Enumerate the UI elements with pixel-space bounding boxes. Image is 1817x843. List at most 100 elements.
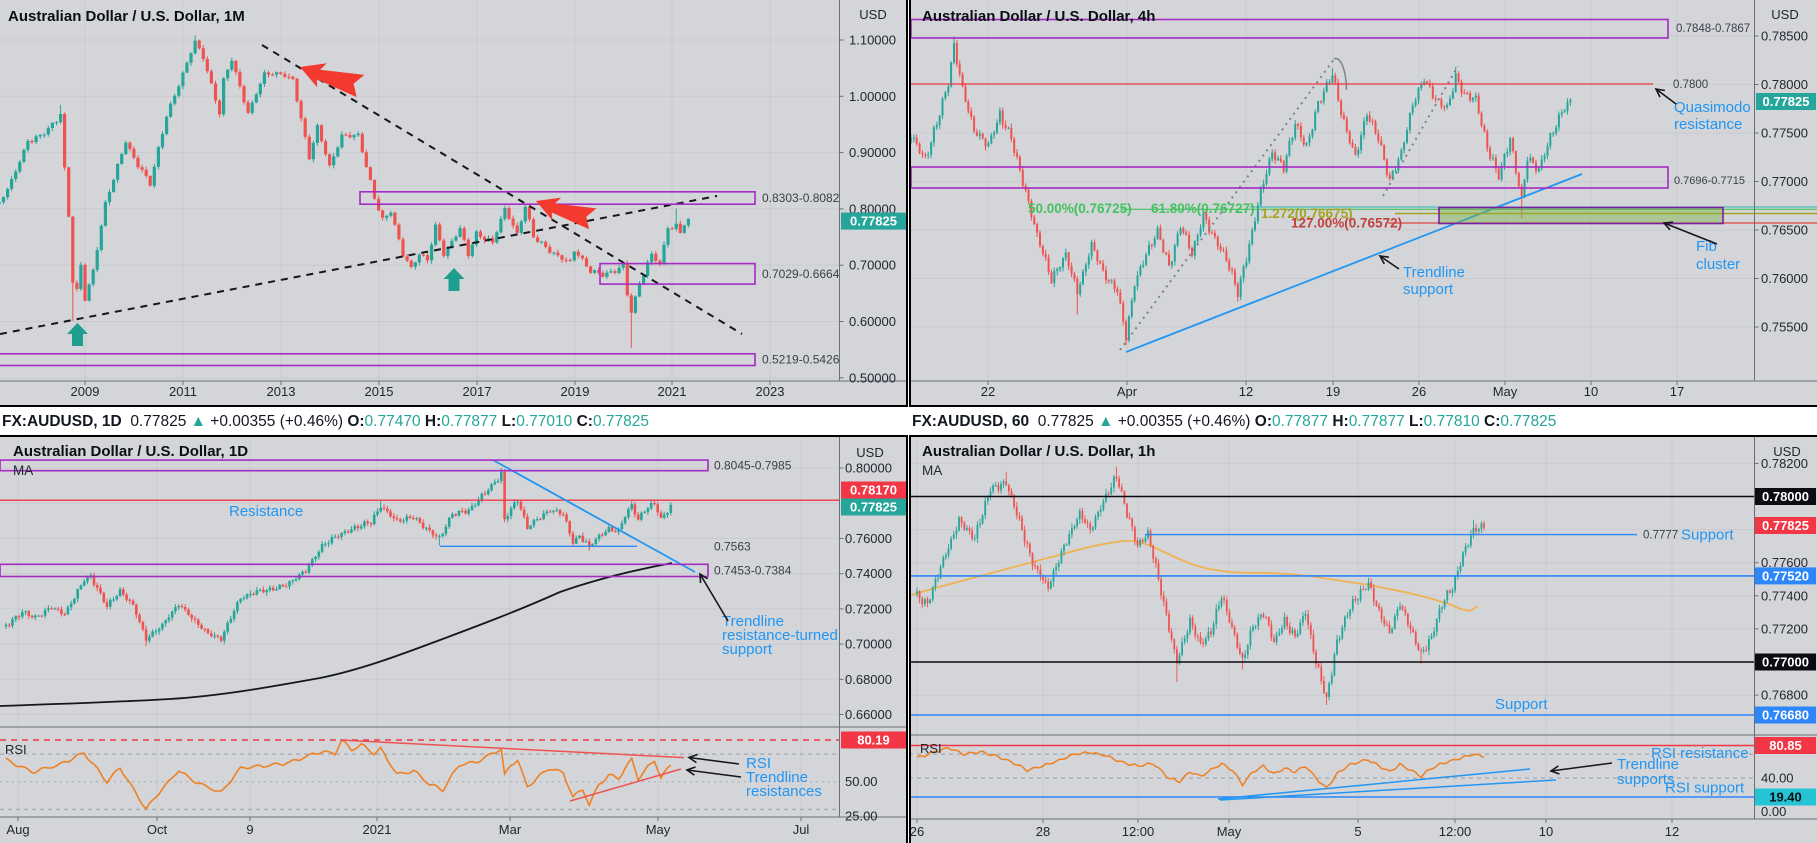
svg-text:26: 26 <box>1412 384 1426 399</box>
svg-text:0.76680: 0.76680 <box>1762 708 1809 723</box>
svg-text:cluster: cluster <box>1696 256 1740 273</box>
svg-text:0.76000: 0.76000 <box>845 531 892 546</box>
svg-text:0.5219-0.5426: 0.5219-0.5426 <box>762 353 840 367</box>
svg-text:0.77500: 0.77500 <box>1761 126 1808 141</box>
svg-text:80.85: 80.85 <box>1769 738 1802 753</box>
svg-text:Mar: Mar <box>499 822 522 837</box>
svg-text:2021: 2021 <box>658 384 687 399</box>
svg-text:resistance: resistance <box>1674 116 1742 133</box>
svg-text:Australian Dollar / U.S. Dolla: Australian Dollar / U.S. Dollar, 4h <box>922 8 1155 25</box>
svg-text:0.00: 0.00 <box>1761 804 1786 819</box>
svg-text:1.272(0.76675): 1.272(0.76675) <box>1261 206 1353 221</box>
svg-text:0.78500: 0.78500 <box>1761 29 1808 44</box>
svg-text:50.00%(0.76725): 50.00%(0.76725) <box>1028 201 1132 216</box>
svg-text:0.78000: 0.78000 <box>1762 489 1809 504</box>
svg-text:0.66000: 0.66000 <box>845 707 892 722</box>
svg-text:0.77825: 0.77825 <box>1763 94 1810 109</box>
svg-text:25.00: 25.00 <box>845 809 878 824</box>
svg-text:0.77400: 0.77400 <box>1761 588 1808 603</box>
svg-text:0.77000: 0.77000 <box>1761 174 1808 189</box>
svg-text:10: 10 <box>1584 384 1598 399</box>
svg-text:0.68000: 0.68000 <box>845 672 892 687</box>
svg-text:Support: Support <box>1681 527 1734 544</box>
svg-text:resistance-turned: resistance-turned <box>722 627 838 644</box>
svg-text:Australian Dollar / U.S. Dolla: Australian Dollar / U.S. Dollar, 1M <box>8 8 245 25</box>
svg-text:0.76500: 0.76500 <box>1761 223 1808 238</box>
svg-text:0.8303-0.8082: 0.8303-0.8082 <box>762 191 840 205</box>
svg-text:0.76800: 0.76800 <box>1761 688 1808 703</box>
svg-text:1.10000: 1.10000 <box>849 33 896 48</box>
svg-text:0.76000: 0.76000 <box>1761 271 1808 286</box>
svg-text:0.50000: 0.50000 <box>849 370 896 385</box>
svg-text:0.7848-0.7867: 0.7848-0.7867 <box>1676 23 1750 35</box>
svg-text:0.80000: 0.80000 <box>845 461 892 476</box>
svg-text:0.7563: 0.7563 <box>714 540 751 554</box>
svg-text:USD: USD <box>856 445 883 460</box>
svg-text:19.40: 19.40 <box>1769 790 1802 805</box>
svg-text:0.78170: 0.78170 <box>850 483 897 498</box>
svg-text:0.77520: 0.77520 <box>1762 568 1809 583</box>
svg-text:supports: supports <box>1617 771 1675 788</box>
svg-text:0.77600: 0.77600 <box>1761 555 1808 570</box>
svg-text:0.72000: 0.72000 <box>845 601 892 616</box>
svg-text:0.70000: 0.70000 <box>849 258 896 273</box>
svg-text:0.77200: 0.77200 <box>1761 621 1808 636</box>
svg-text:Apr: Apr <box>1117 384 1138 399</box>
svg-text:Jul: Jul <box>793 822 810 837</box>
svg-text:May: May <box>1217 824 1242 839</box>
svg-text:0.78200: 0.78200 <box>1761 456 1808 471</box>
svg-text:17: 17 <box>1670 384 1684 399</box>
svg-text:RSI resistance: RSI resistance <box>1651 745 1749 762</box>
svg-text:USD: USD <box>1771 7 1798 22</box>
svg-text:12:00: 12:00 <box>1439 824 1472 839</box>
svg-text:10: 10 <box>1539 824 1553 839</box>
svg-text:26: 26 <box>910 824 924 839</box>
svg-text:40.00: 40.00 <box>1761 771 1794 786</box>
svg-text:RSI: RSI <box>920 741 942 756</box>
svg-text:28: 28 <box>1036 824 1050 839</box>
svg-text:Support: Support <box>1495 696 1548 713</box>
svg-text:Quasimodo: Quasimodo <box>1674 99 1751 116</box>
svg-text:MA: MA <box>922 463 942 478</box>
svg-text:0.8045-0.7985: 0.8045-0.7985 <box>714 458 792 472</box>
svg-text:2009: 2009 <box>71 384 100 399</box>
svg-text:12: 12 <box>1239 384 1253 399</box>
svg-text:Trendline: Trendline <box>746 769 808 786</box>
svg-text:2011: 2011 <box>169 384 197 399</box>
svg-text:USD: USD <box>1773 444 1800 459</box>
svg-text:0.7696-0.7715: 0.7696-0.7715 <box>1674 175 1745 187</box>
svg-text:2013: 2013 <box>267 384 296 399</box>
svg-text:0.77000: 0.77000 <box>1762 655 1809 670</box>
svg-text:MA: MA <box>13 463 33 478</box>
svg-text:0.7777: 0.7777 <box>1643 530 1678 542</box>
svg-text:0.60000: 0.60000 <box>849 314 896 329</box>
svg-text:Trendline: Trendline <box>1617 756 1679 773</box>
svg-text:127.00%(0.76572): 127.00%(0.76572) <box>1291 216 1402 231</box>
svg-text:0.74000: 0.74000 <box>845 566 892 581</box>
svg-text:61.80%(0.76727): 61.80%(0.76727) <box>1151 201 1255 216</box>
svg-text:2015: 2015 <box>365 384 394 399</box>
svg-text:Australian Dollar / U.S. Dolla: Australian Dollar / U.S. Dollar, 1D <box>13 443 248 460</box>
svg-text:80.19: 80.19 <box>857 733 890 748</box>
svg-text:Trendline: Trendline <box>1403 264 1465 281</box>
svg-text:0.77825: 0.77825 <box>850 214 897 229</box>
svg-text:12: 12 <box>1665 824 1679 839</box>
svg-text:2019: 2019 <box>561 384 590 399</box>
svg-text:50.00: 50.00 <box>845 774 878 789</box>
svg-text:May: May <box>646 822 671 837</box>
svg-text:resistances: resistances <box>746 783 822 800</box>
svg-text:Oct: Oct <box>147 822 168 837</box>
svg-text:Aug: Aug <box>6 822 29 837</box>
svg-text:2021: 2021 <box>363 822 392 837</box>
svg-text:1.00000: 1.00000 <box>849 89 896 104</box>
svg-text:0.77825: 0.77825 <box>1762 518 1809 533</box>
svg-text:0.78000: 0.78000 <box>1761 77 1808 92</box>
svg-text:RSI: RSI <box>746 755 771 772</box>
svg-text:0.7029-0.6664: 0.7029-0.6664 <box>762 267 840 281</box>
svg-text:19: 19 <box>1326 384 1340 399</box>
svg-text:0.7800: 0.7800 <box>1673 79 1708 91</box>
svg-text:May: May <box>1493 384 1518 399</box>
svg-text:Trendline: Trendline <box>722 613 784 630</box>
svg-text:0.90000: 0.90000 <box>849 145 896 160</box>
svg-text:0.7453-0.7384: 0.7453-0.7384 <box>714 564 792 578</box>
